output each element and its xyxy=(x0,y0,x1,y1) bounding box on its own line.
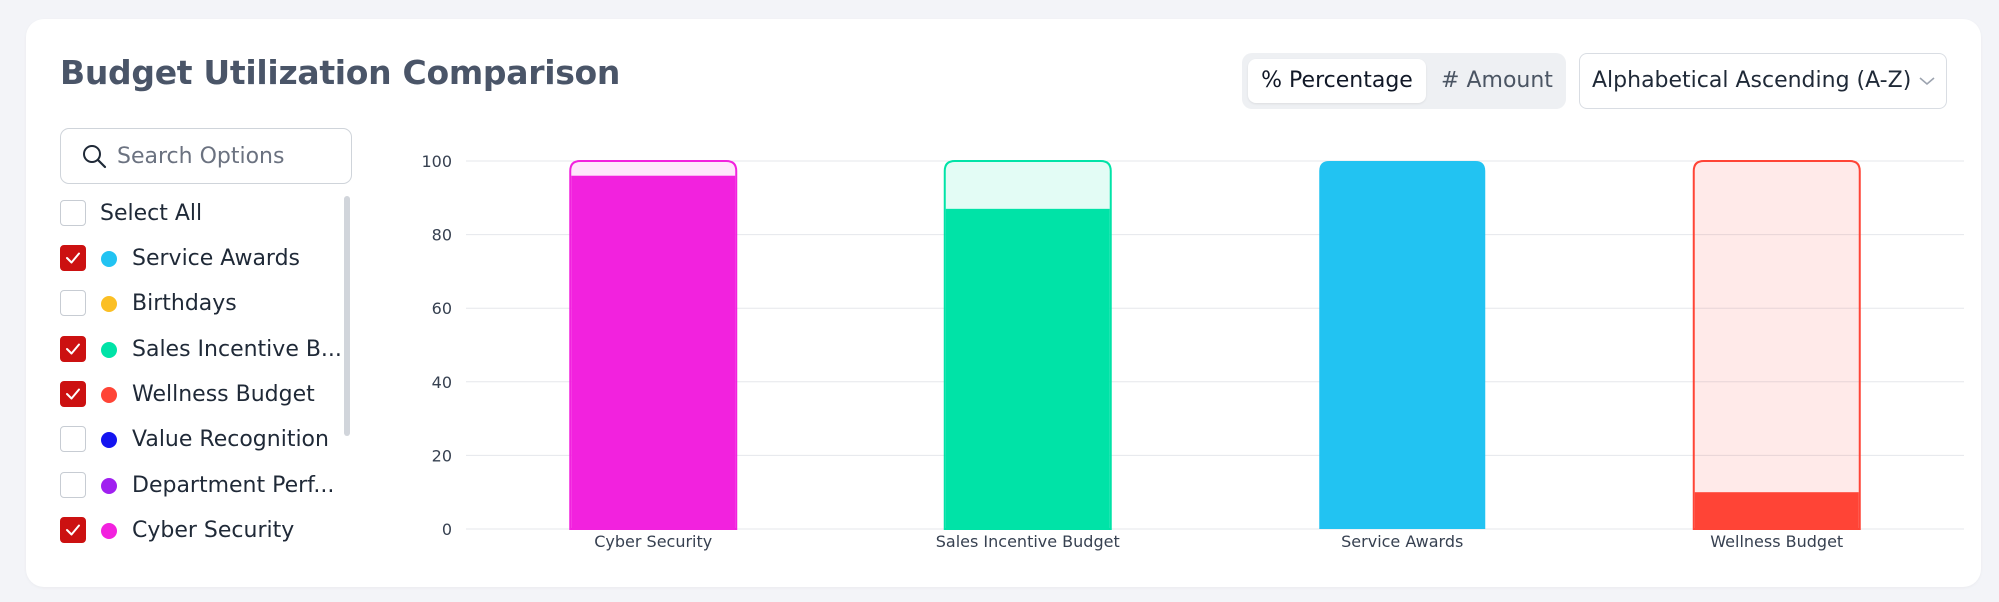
filter-option-label: Cyber Security xyxy=(132,517,295,543)
series-color-dot xyxy=(101,251,117,267)
select-all-option[interactable]: Select All xyxy=(60,196,340,232)
filter-checkbox[interactable] xyxy=(60,426,86,453)
y-tick-label: 0 xyxy=(442,520,452,539)
x-tick-label: Wellness Budget xyxy=(1710,532,1843,551)
series-color-dot xyxy=(101,522,117,539)
bar-group[interactable] xyxy=(1692,160,1861,530)
search-input[interactable] xyxy=(117,137,337,175)
select-all-checkbox[interactable] xyxy=(60,200,86,226)
sort-dropdown[interactable]: Alphabetical Ascending (A-Z) xyxy=(1579,53,1947,109)
filter-option-label: Service Awards xyxy=(132,246,301,271)
bar-group[interactable] xyxy=(569,160,738,530)
chart-svg: 0 20 40 60 80 100 Cyber Security Sales Incentiv… xyxy=(421,152,1964,551)
series-color-dot xyxy=(101,341,117,358)
filter-option[interactable]: Sales Incentive B... xyxy=(60,332,342,368)
filter-option[interactable]: Department Perf... xyxy=(60,468,340,504)
y-tick-label: 80 xyxy=(432,226,452,245)
page-title: Budget Utilization Comparison xyxy=(60,53,621,92)
filter-checkbox[interactable] xyxy=(60,516,86,543)
bar-used[interactable] xyxy=(1319,161,1486,529)
filter-option-label: Sales Incentive B... xyxy=(132,336,342,362)
filter-checkbox[interactable] xyxy=(60,380,86,407)
search-box xyxy=(60,128,352,184)
filter-checkbox[interactable] xyxy=(60,290,86,317)
checkmark-icon xyxy=(66,388,80,400)
y-tick-label: 20 xyxy=(432,446,452,465)
bar-used[interactable] xyxy=(571,175,736,529)
filter-checkbox[interactable] xyxy=(60,335,86,362)
x-tick-label: Cyber Security xyxy=(594,532,712,551)
y-tick-label: 60 xyxy=(432,299,452,318)
bar-used[interactable] xyxy=(1694,492,1859,529)
filter-list-scrollbar[interactable] xyxy=(344,196,350,568)
bar-group[interactable] xyxy=(1319,161,1486,529)
bar-used[interactable] xyxy=(945,208,1110,529)
filter-option[interactable]: Service Awards xyxy=(60,241,340,277)
x-tick-label: Sales Incentive Budget xyxy=(936,532,1120,551)
series-color-dot xyxy=(101,386,117,403)
filter-option-label: Department Perf... xyxy=(132,472,335,498)
series-color-dot xyxy=(101,296,117,313)
chart-card: Budget Utilization Comparison % Percenta… xyxy=(26,19,1981,587)
series-color-dot xyxy=(101,477,117,494)
chevron-down-icon xyxy=(1918,72,1936,91)
checkmark-icon xyxy=(66,252,80,264)
bar-group[interactable] xyxy=(943,160,1112,530)
filter-option-label: Value Recognition xyxy=(132,427,329,453)
filter-option[interactable]: Cyber Security xyxy=(60,513,340,549)
y-tick-label: 100 xyxy=(421,152,452,171)
filter-checkbox[interactable] xyxy=(60,245,86,271)
amount-toggle-button[interactable]: # Amount xyxy=(1441,68,1553,93)
y-tick-label: 40 xyxy=(432,373,452,392)
budget-utilization-chart: 0 20 40 60 80 100 Cyber Security Sales Incentiv… xyxy=(386,129,1966,569)
filter-option-label: Birthdays xyxy=(132,291,237,317)
filter-option-label: Wellness Budget xyxy=(132,381,315,407)
view-toggle: % Percentage # Amount xyxy=(1242,53,1566,109)
filter-option[interactable]: Birthdays xyxy=(60,286,340,322)
x-tick-label: Service Awards xyxy=(1341,532,1463,551)
sort-dropdown-value: Alphabetical Ascending (A-Z) xyxy=(1592,68,1912,93)
series-color-dot xyxy=(101,432,117,449)
filter-option[interactable]: Wellness Budget xyxy=(60,377,340,413)
filter-list: Select All Service Awards Birthdays Sales … xyxy=(60,194,350,566)
scrollbar-thumb[interactable] xyxy=(344,196,350,436)
bar-remaining[interactable] xyxy=(1692,160,1861,530)
filter-checkbox[interactable] xyxy=(60,471,86,498)
select-all-label: Select All xyxy=(100,201,203,226)
percentage-toggle-button[interactable]: % Percentage xyxy=(1248,59,1426,103)
checkmark-icon xyxy=(66,524,80,536)
checkmark-icon xyxy=(66,343,80,355)
search-icon xyxy=(81,143,107,173)
filter-option[interactable]: Value Recognition xyxy=(60,422,340,458)
